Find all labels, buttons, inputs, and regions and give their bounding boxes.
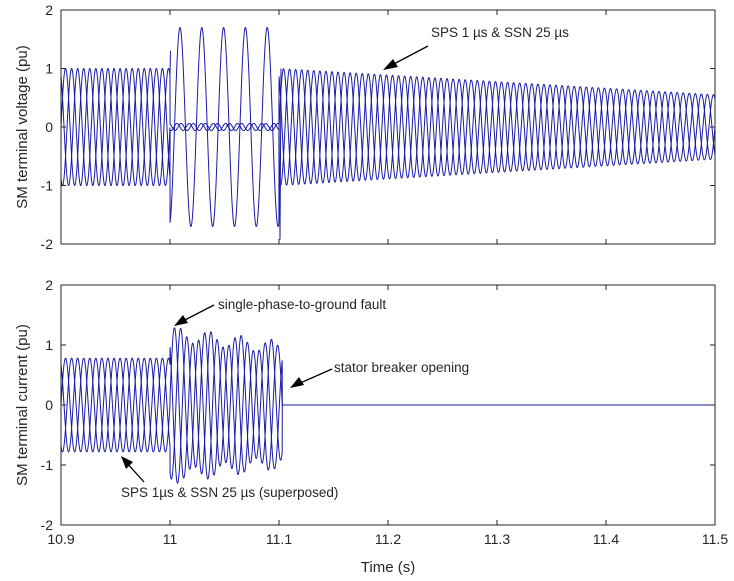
x-tick-label: 11.3 [484,531,510,547]
y-tick-label: 0 [45,119,53,135]
current-waveforms [60,327,716,484]
x-tick-label: 11.4 [593,531,619,547]
x-tick-label: 11 [163,531,178,547]
voltage-waveforms [60,27,716,240]
x-tick-label: 11.1 [266,531,292,547]
breaker-annotation-arrow [297,368,333,385]
voltage-y-axis-label: SM terminal voltage (pu) [14,45,31,208]
y-tick-label: 2 [45,2,53,18]
fault-annotation-arrowhead [174,315,188,326]
superposed-annotation: SPS 1µs & SSN 25 µs (superposed) [121,456,338,500]
x-tick-label: 10.9 [47,531,74,547]
current-axis-ticks: 10.9 11 11.1 11.2 11.3 11.4 11.5 -2 -1 0 1 2 [41,277,729,547]
y-tick-label: 2 [45,277,53,293]
superposed-annotation-arrowhead [121,456,133,469]
fault-annotation-arrow [180,304,215,323]
y-tick-label: -2 [41,517,54,533]
current-panel: 10.9 11 11.1 11.2 11.3 11.4 11.5 -2 -1 0 1 2 SM ter… [14,277,728,576]
phase-1-line [60,327,716,479]
phase-3-line [60,332,716,484]
phase-2-line [60,68,716,186]
phase-3-line [60,68,716,186]
phase-1-line [60,27,716,227]
y-tick-label: 0 [45,397,53,413]
voltage-annotation-arrow [389,45,429,67]
fault-annotation-label: single-phase-to-ground fault [218,297,386,312]
x-axis-label: Time (s) [361,559,415,576]
voltage-annotation-label: SPS 1 µs & SSN 25 µs [431,25,569,40]
breaker-transient-line [278,68,282,240]
y-tick-label: -1 [41,178,54,194]
voltage-annotation: SPS 1 µs & SSN 25 µs [383,25,569,70]
phase-2-line [60,327,716,480]
breaker-annotation-arrowhead [290,377,304,388]
voltage-axis-ticks: -2 -1 0 1 2 [41,2,716,252]
y-tick-label: -2 [41,236,54,252]
y-tick-label: -1 [41,457,54,473]
breaker-annotation-label: stator breaker opening [334,360,469,375]
x-tick-label: 11.5 [702,531,728,547]
fault-transient-line [169,50,171,75]
voltage-panel: -2 -1 0 1 2 SM terminal voltage (pu) SPS 1 µ… [14,2,716,252]
y-tick-label: 1 [45,337,53,353]
x-tick-label: 11.2 [375,531,401,547]
voltage-annotation-arrowhead [383,59,398,70]
fault-annotation: single-phase-to-ground fault [174,297,386,326]
current-y-axis-label: SM terminal current (pu) [14,324,31,486]
breaker-annotation: stator breaker opening [290,360,469,388]
y-tick-label: 1 [45,61,53,77]
superposed-annotation-label: SPS 1µs & SSN 25 µs (superposed) [121,485,338,500]
